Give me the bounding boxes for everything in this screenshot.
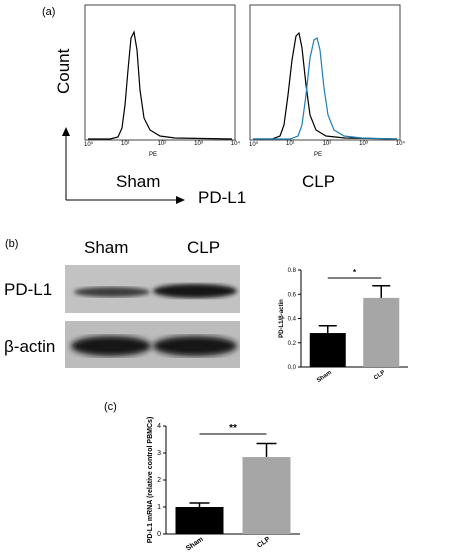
chart-b: 0.0 0.2 0.4 0.6 0.8 PD-L1/β-actin Sham CLP * — [279, 268, 408, 384]
tick-label: 10⁰ — [249, 142, 259, 148]
pe-axis-label-left: PE — [149, 152, 158, 158]
tick-label: 10³ — [359, 141, 368, 147]
clp-label: CLP — [302, 172, 336, 191]
clp-sham-histogram — [253, 31, 398, 140]
western-row-pdl1: PD-L1 — [4, 280, 53, 299]
category-label: Sham — [185, 536, 205, 553]
y-axis-label: PD-L1 mRNA (relative control PBMCs) — [147, 417, 154, 544]
y-tick-label: 0.8 — [288, 268, 297, 274]
bactin-band-clp — [153, 336, 237, 356]
bar-sham — [309, 333, 346, 367]
tick-label: 10² — [322, 141, 332, 147]
bar-sham — [175, 507, 224, 534]
bar-clp — [363, 297, 400, 367]
panel-b-label: (b) — [5, 238, 19, 250]
category-label: Sham — [316, 370, 333, 384]
category-label: CLP — [256, 536, 272, 550]
western-col-sham: Sham — [84, 238, 129, 257]
y-tick-label: 2 — [157, 477, 161, 484]
flow-cytometry-histograms — [62, 4, 401, 204]
y-tick-label: 0.4 — [288, 317, 297, 323]
clp-histogram — [253, 37, 398, 140]
pdl1-band-sham — [74, 287, 150, 297]
tick-label: 10⁴ — [230, 141, 240, 147]
y-tick-label: 0.6 — [288, 292, 297, 298]
western-row-bactin: β-actin — [4, 337, 56, 356]
y-tick-label: 0.2 — [288, 341, 297, 347]
pe-axis-label-right: PE — [314, 152, 323, 158]
category-label: CLP — [373, 370, 386, 382]
pdl1-axis-label: PD-L1 — [198, 188, 247, 207]
y-tick-label: 0 — [157, 531, 161, 538]
tick-label: 10⁴ — [395, 141, 405, 147]
bactin-band-sham — [71, 336, 151, 356]
western-col-clp: CLP — [187, 238, 221, 257]
tick-label: 10¹ — [121, 141, 130, 147]
significance-marker: ** — [229, 423, 237, 434]
tick-label: 10¹ — [286, 141, 295, 147]
y-tick-label: 3 — [157, 450, 161, 457]
tick-label: 10² — [157, 141, 167, 147]
panel-a-label: (a) — [42, 6, 56, 18]
y-tick-label: 1 — [157, 504, 161, 511]
pe-axis-ticks-right: 10⁰ 10¹ 10² 10³ 10⁴ — [249, 141, 405, 151]
pdl1-band-clp — [153, 284, 237, 298]
sham-label: Sham — [116, 172, 161, 191]
chart-c: 0 1 2 3 4PD-L1 mRNA (relative control PBMCs)… — [147, 417, 300, 553]
tick-label: 10⁰ — [84, 142, 94, 148]
tick-label: 10³ — [194, 141, 203, 147]
y-tick-label: 0.0 — [288, 365, 297, 371]
y-axis-label: PD-L1/β-actin — [279, 299, 285, 338]
sham-histogram — [88, 30, 233, 140]
significance-marker: * — [353, 268, 357, 277]
bar-clp — [242, 457, 291, 534]
y-tick-label: 4 — [157, 423, 161, 430]
pe-axis-ticks-left: 10⁰ 10¹ 10² 10³ 10⁴ — [84, 141, 240, 151]
panel-c-label: (c) — [104, 401, 117, 413]
western-blot-image — [65, 265, 240, 368]
